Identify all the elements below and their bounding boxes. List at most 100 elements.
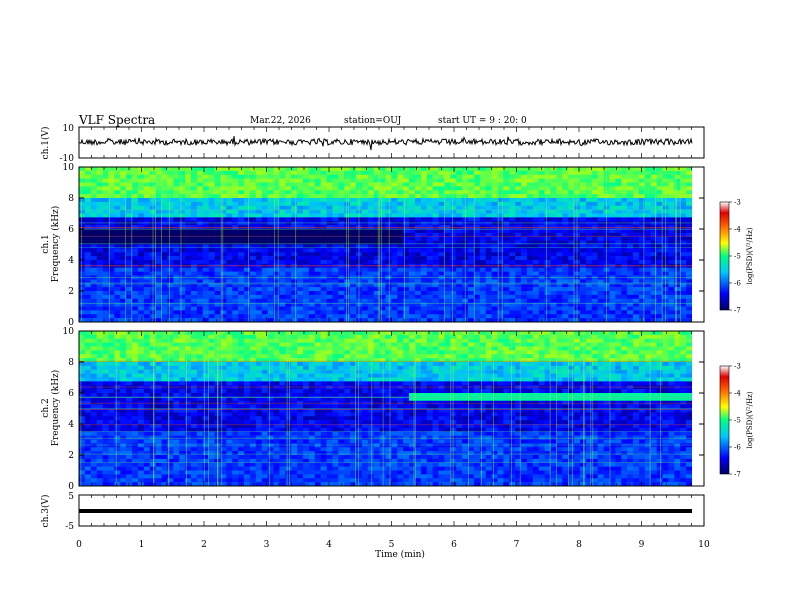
spectrogram-cell	[361, 283, 369, 288]
spectrogram-cell	[344, 232, 351, 238]
spectrogram-cell	[361, 174, 369, 179]
spectrogram-cell	[114, 470, 121, 475]
spectrogram-cell	[102, 201, 109, 207]
spectrogram-cell	[344, 291, 351, 296]
spectrogram-cell	[126, 298, 133, 303]
spectrogram-cell	[568, 182, 575, 187]
spectrogram-cell	[556, 298, 563, 303]
spectrogram-cell	[320, 232, 327, 238]
spectrogram-cell	[149, 424, 156, 429]
spectrogram-cell	[633, 287, 640, 292]
spectrogram-cell	[556, 221, 563, 226]
spectrogram-cell	[84, 431, 92, 436]
spectrogram-cell	[185, 174, 192, 179]
spectrogram-cell	[326, 283, 333, 288]
spectrogram-cell	[90, 424, 97, 429]
spectrogram-cell	[120, 404, 127, 409]
spectrogram-cell	[90, 396, 97, 402]
spectrogram-cell	[161, 443, 168, 448]
spectrogram-cell	[686, 267, 693, 272]
spectrogram-cell	[126, 393, 133, 398]
spectrogram-cell	[468, 194, 475, 199]
spectrogram-cell	[426, 201, 433, 207]
spectrogram-cell	[391, 244, 398, 249]
spectrogram-cell	[232, 287, 239, 292]
spectrogram-cell	[208, 232, 215, 238]
spectrogram-cell	[414, 190, 422, 195]
spectrogram-cell	[468, 198, 475, 203]
spectrogram-cell	[291, 232, 298, 238]
spectrogram-cell	[273, 217, 280, 222]
spectrogram-cell	[438, 194, 445, 199]
spectrogram-cell	[544, 232, 551, 238]
spectrogram-cell	[338, 240, 345, 245]
spectrogram-cell	[361, 194, 369, 199]
spectrogram-cell	[220, 294, 227, 300]
spectrogram-cell	[580, 182, 587, 187]
spectrogram-cell	[137, 318, 145, 323]
spectrogram-cell	[538, 291, 545, 296]
spectrogram-cell	[591, 291, 598, 296]
spectrogram-cell	[190, 271, 198, 276]
spectrogram-cell	[350, 252, 357, 257]
spectrogram-cell	[214, 302, 221, 307]
spectrogram-cell	[302, 198, 310, 203]
spectrogram-cell	[538, 209, 545, 214]
spectrogram-cell	[120, 462, 127, 467]
spectrogram-cell	[155, 310, 162, 315]
spectrogram-cell	[385, 306, 392, 311]
spectrogram-cell	[585, 279, 593, 284]
spectrogram-cell	[403, 252, 410, 257]
spectrogram-cell	[444, 205, 451, 210]
spectrogram-cell	[450, 213, 457, 218]
spectrogram-cell	[373, 306, 380, 311]
spectrogram-cell	[161, 314, 168, 319]
spectrogram-cell	[668, 248, 675, 253]
spectrogram-cell	[185, 342, 192, 347]
spectrogram-cell	[627, 279, 634, 284]
spectrogram-cell	[84, 279, 92, 284]
spectrogram-cell	[609, 271, 616, 276]
spectrogram-cell	[137, 201, 145, 207]
spectrogram-cell	[208, 306, 215, 311]
spectrogram-cell	[515, 279, 522, 284]
spectrogram-cell	[279, 310, 286, 315]
spectrogram-cell	[379, 298, 386, 303]
spectrogram-cell	[79, 443, 86, 448]
spectrogram-cell	[155, 404, 162, 409]
spectrogram-cell	[108, 205, 115, 210]
spectrogram-cell	[226, 256, 233, 261]
spectrogram-cell	[149, 389, 156, 394]
spectrogram-cell	[285, 287, 292, 292]
spectrogram-cell	[379, 314, 386, 319]
spectrogram-cell	[479, 194, 486, 199]
spectrogram-cell	[120, 435, 127, 440]
spectrogram-cell	[515, 318, 522, 323]
spectrogram-cell	[367, 267, 375, 272]
spectrogram-cell	[585, 252, 593, 257]
spectrogram-cell	[255, 194, 263, 199]
spectrogram-cell	[638, 182, 646, 187]
spectrogram-cell	[267, 256, 274, 261]
spectrogram-cell	[173, 298, 180, 303]
spectrogram-cell	[597, 182, 604, 187]
ytick-label: 4	[68, 256, 74, 266]
spectrogram-cell	[179, 443, 186, 448]
spectrogram-cell	[597, 209, 604, 214]
spectrogram-cell	[273, 229, 280, 234]
spectrogram-cell	[238, 170, 245, 176]
spectrogram-cell	[167, 240, 174, 245]
spectrogram-cell	[214, 174, 221, 179]
spectrogram-cell	[444, 271, 451, 276]
spectrogram-cell	[397, 170, 404, 176]
spectrogram-cell	[261, 310, 268, 315]
spectrogram-cell	[650, 283, 657, 288]
spectrogram-cell	[361, 167, 369, 172]
spectrogram-cell	[344, 302, 351, 307]
spectrogram-cell	[361, 260, 369, 265]
spectrogram-cell	[609, 213, 616, 218]
spectrogram-cell	[479, 174, 486, 179]
spectrogram-cell	[126, 302, 133, 307]
spectrogram-cell	[680, 310, 687, 315]
spectrogram-cell	[261, 260, 268, 265]
